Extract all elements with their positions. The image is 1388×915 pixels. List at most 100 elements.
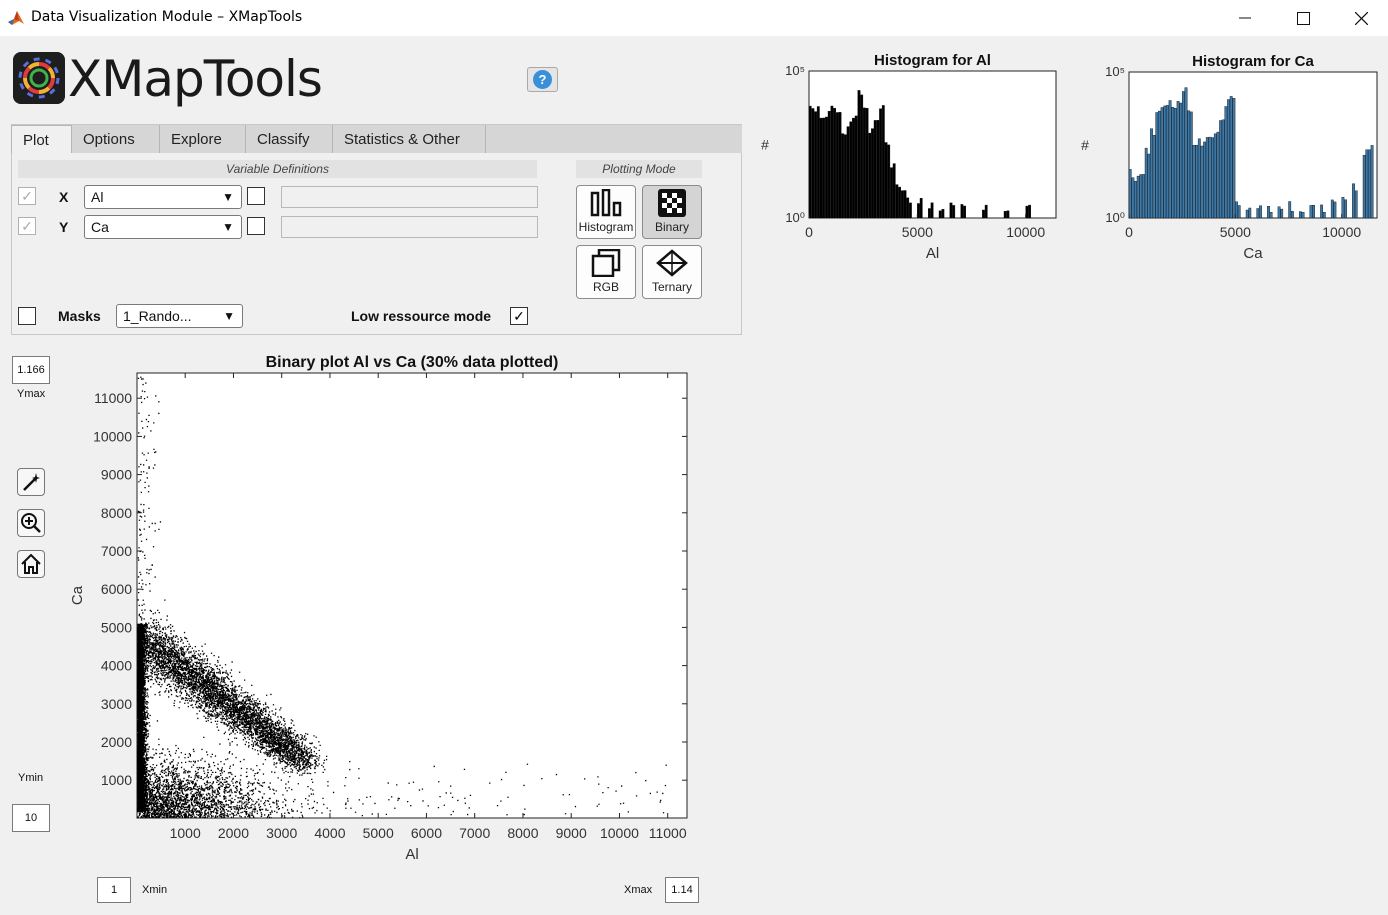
maximize-button[interactable]	[1274, 0, 1332, 36]
zoom-in-icon	[21, 513, 41, 533]
binary-plot-xlabel: Al	[405, 846, 418, 863]
ca-hist-bar	[1165, 105, 1169, 219]
al-hist-bar	[960, 204, 964, 219]
tab-options[interactable]: Options	[72, 125, 160, 155]
ca-hist-bar	[1341, 197, 1345, 219]
ca-hist-bar	[1163, 105, 1167, 219]
x-tick-label: 11000	[649, 825, 687, 841]
al-hist-bar	[852, 117, 855, 219]
minimize-button[interactable]	[1216, 0, 1274, 36]
binary-mode-button[interactable]: Binary	[642, 185, 702, 239]
home-button[interactable]	[17, 550, 45, 578]
y-tick-label: 6000	[101, 581, 132, 597]
ca-hist-bar	[1322, 211, 1326, 219]
x-log-checkbox[interactable]	[247, 187, 265, 205]
ca-hist-bar	[1131, 177, 1135, 219]
ca-hist-bar	[1229, 96, 1233, 219]
ca-hist-bar	[1184, 87, 1188, 219]
y-tick-label: 9000	[101, 467, 132, 483]
ca-hist-bar	[1237, 205, 1241, 219]
x-variable-dropdown[interactable]: Al ▼	[84, 185, 242, 209]
ca-hist-bar	[1248, 207, 1252, 219]
rgb-mode-button[interactable]: RGB	[576, 245, 636, 299]
xmax-label: Xmax	[624, 884, 653, 896]
ca-hist-bar	[1354, 190, 1358, 219]
help-button[interactable]: ?	[527, 67, 558, 92]
ca-hist-bar	[1200, 145, 1204, 219]
al-hist-bar	[898, 186, 902, 219]
ternary-icon	[656, 249, 688, 277]
ca-hist-bar	[1211, 137, 1215, 219]
al-hist-bar	[816, 106, 820, 219]
ymin-label: Ymin	[18, 772, 44, 784]
ca-hist-bar	[1216, 131, 1220, 219]
ca-hist-bar	[1320, 204, 1324, 219]
tab-classify[interactable]: Classify	[246, 125, 333, 155]
x-tick-label: 1000	[170, 825, 201, 841]
al-hist-bar	[909, 202, 912, 219]
ymax-field[interactable]: 1.166	[12, 356, 50, 384]
y-tick-label: 4000	[101, 658, 132, 674]
masks-checkbox[interactable]	[18, 307, 36, 325]
ca-hist-bar	[1160, 107, 1164, 219]
tab-bar: Plot Options Explore Classify Statistics…	[11, 124, 742, 156]
ca-hist-bar	[1197, 138, 1201, 219]
al-hist-bar	[938, 210, 942, 219]
x-tick-label: 7000	[459, 825, 490, 841]
y-enabled-checkbox: ✓	[18, 217, 36, 235]
ca-hist-bar	[1224, 106, 1228, 219]
ca-hist-bar	[1267, 205, 1270, 219]
al-hist-bar	[838, 112, 842, 219]
x-expression-field[interactable]	[281, 186, 538, 208]
tab-explore[interactable]: Explore	[160, 125, 246, 155]
low-resource-checkbox[interactable]: ✓	[510, 307, 528, 325]
x-tick-label: 5000	[363, 825, 394, 841]
ca-hist-bar	[1205, 137, 1209, 219]
ca-hist-bar	[1219, 120, 1223, 219]
ca-hist-bar	[1155, 112, 1159, 219]
ymin-field[interactable]: 10	[12, 804, 50, 832]
al-y-bottom-label: 10⁰	[785, 210, 805, 225]
y-tick-label: 2000	[101, 734, 132, 750]
tab-statistics[interactable]: Statistics & Other	[333, 125, 486, 155]
masks-dropdown[interactable]: 1_Rando... ▼	[116, 304, 243, 328]
al-hist-xlabel: Al	[926, 245, 939, 262]
ca-hist-bar	[1142, 174, 1145, 219]
y-expression-field[interactable]	[281, 216, 538, 238]
al-hist-bar	[863, 107, 866, 219]
y-tick-label: 11000	[94, 390, 132, 406]
ternary-mode-button[interactable]: Ternary	[642, 245, 702, 299]
histogram-mode-button[interactable]: Histogram	[576, 185, 636, 239]
tab-plot[interactable]: Plot	[11, 125, 72, 156]
ca-hist-bar	[1298, 211, 1302, 219]
al-hist-bar	[825, 116, 828, 219]
window-titlebar: Data Visualization Module – XMapTools	[0, 0, 1388, 36]
al-hist-bar	[917, 203, 920, 219]
al-hist-bar	[984, 204, 988, 219]
close-button[interactable]	[1332, 0, 1388, 36]
xmax-field[interactable]: 1.14	[665, 877, 699, 903]
x-tick-label: 4000	[314, 825, 345, 841]
al-hist-bar	[1025, 205, 1029, 219]
al-hist-bar	[903, 190, 907, 219]
zoom-in-button[interactable]	[17, 509, 45, 537]
magic-wand-button[interactable]	[17, 468, 45, 496]
ca-hist-bar	[1187, 110, 1191, 219]
binary-checker-icon	[658, 189, 686, 217]
al-hist-bar	[814, 111, 818, 219]
y-variable-dropdown[interactable]: Ca ▼	[84, 215, 242, 239]
al-hist-bar	[928, 208, 931, 219]
ca-hist-bar	[1136, 175, 1140, 219]
y-log-checkbox[interactable]	[247, 217, 265, 235]
binary-plot-ylabel: Ca	[69, 585, 86, 605]
xmin-field[interactable]: 1	[97, 877, 131, 903]
ca-hist-bar	[1195, 144, 1199, 219]
histogram-mode-label: Histogram	[578, 220, 634, 234]
window-title: Data Visualization Module – XMapTools	[31, 9, 303, 25]
al-hist-bar	[822, 117, 826, 219]
al-hist-title: Histogram for Al	[874, 52, 991, 69]
ternary-mode-label: Ternary	[651, 280, 692, 294]
ca-hist-bar	[1144, 147, 1148, 219]
al-hist-bar	[890, 167, 893, 219]
ca-hist-bar	[1232, 98, 1236, 219]
